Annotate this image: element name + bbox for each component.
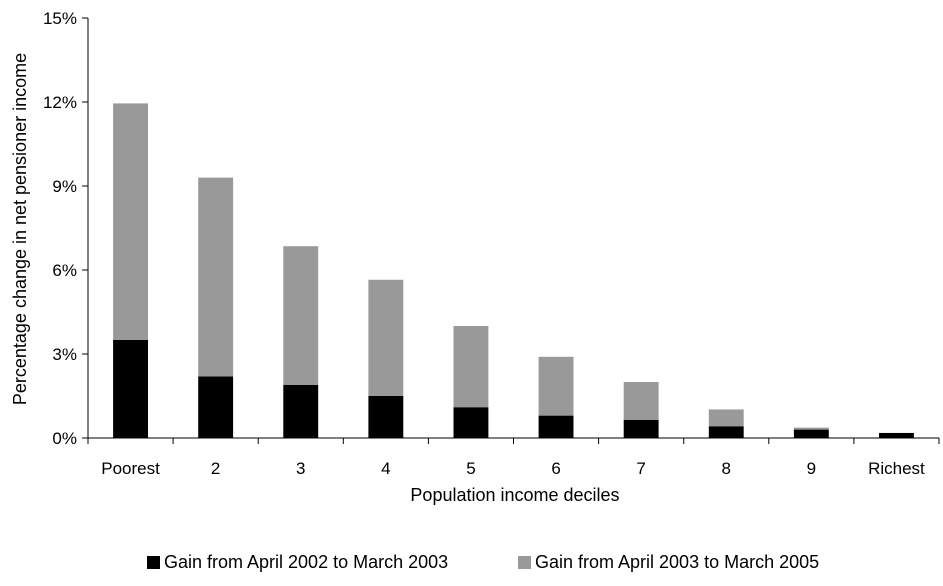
- x-tick-label-1: Poorest: [101, 459, 160, 478]
- labels-layer: 0% 3% 6% 9% 12% 15% Poorest 2 3 4 5 6 7 8 9 Richest: [43, 9, 925, 478]
- x-tick-label-5: 5: [466, 459, 475, 478]
- x-tick-label-8: 8: [722, 459, 731, 478]
- bar-series1-10: [879, 432, 914, 438]
- x-tick-label-2: 2: [211, 459, 220, 478]
- y-tick-label-4: 9%: [52, 177, 77, 196]
- bar-series2-8: [708, 409, 744, 427]
- bar-series2-9: [793, 427, 829, 430]
- x-tick-label-3: 3: [296, 459, 305, 478]
- bar-series1-8: [708, 426, 744, 438]
- x-tick-label-7: 7: [636, 459, 645, 478]
- y-axis-title: Percentage change in net pensioner incom…: [10, 53, 30, 405]
- bar-series1-6: [538, 415, 574, 438]
- bar-series1-9: [793, 429, 829, 438]
- bar-series2-4: [368, 279, 404, 396]
- bar-series2-7: [623, 382, 659, 420]
- bar-series2-3: [283, 246, 319, 385]
- legend-swatch-1: [147, 556, 160, 569]
- bars-layer: [113, 103, 914, 438]
- bar-series1-2: [198, 376, 234, 438]
- x-tick-label-9: 9: [807, 459, 816, 478]
- y-tick-label-2: 3%: [52, 345, 77, 364]
- y-tick-label-3: 6%: [52, 261, 77, 280]
- bar-series2-1: [113, 103, 148, 341]
- legend-swatch-2: [518, 556, 531, 569]
- bar-series2-5: [453, 326, 489, 408]
- axes-layer: [82, 17, 940, 444]
- x-axis-title: Population income deciles: [410, 485, 619, 505]
- bar-series1-5: [453, 407, 489, 438]
- bar-series2-6: [538, 356, 574, 416]
- bar-series1-4: [368, 396, 404, 438]
- bar-series2-2: [198, 177, 234, 377]
- y-tick-label-6: 15%: [43, 9, 77, 28]
- bar-series1-3: [283, 384, 319, 438]
- y-tick-label-5: 12%: [43, 93, 77, 112]
- y-tick-label-1: 0%: [52, 429, 77, 448]
- bar-series1-1: [113, 340, 148, 438]
- x-tick-label-6: 6: [551, 459, 560, 478]
- legend: Gain from April 2002 to March 2003 Gain f…: [147, 552, 819, 572]
- legend-label-2: Gain from April 2003 to March 2005: [535, 552, 819, 572]
- legend-label-1: Gain from April 2002 to March 2003: [164, 552, 448, 572]
- bar-series1-7: [623, 419, 659, 438]
- x-tick-label-10: Richest: [868, 459, 925, 478]
- x-tick-label-4: 4: [381, 459, 390, 478]
